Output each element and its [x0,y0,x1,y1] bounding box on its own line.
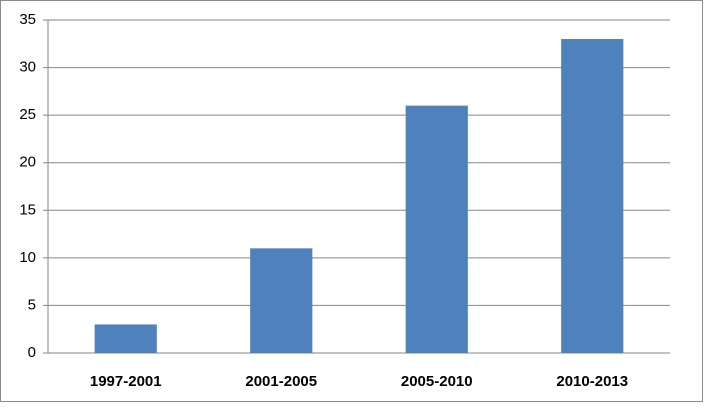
x-tick-label: 2001-2005 [245,373,317,390]
y-tick-label: 25 [19,106,36,123]
x-tick-label: 2005-2010 [401,373,473,390]
y-tick-label: 15 [19,201,36,218]
y-tick-label: 20 [19,154,36,171]
y-tick-label: 0 [28,344,36,361]
bar [561,39,624,354]
bar [250,248,313,353]
x-tick-label: 1997-2001 [90,373,162,390]
bar [94,324,157,353]
bar [405,105,468,353]
y-tick-label: 30 [19,59,36,76]
x-tick-label: 2010-2013 [556,373,628,390]
y-tick-label: 5 [28,296,36,313]
y-tick-label: 10 [19,249,36,266]
y-tick-label: 35 [19,11,36,28]
